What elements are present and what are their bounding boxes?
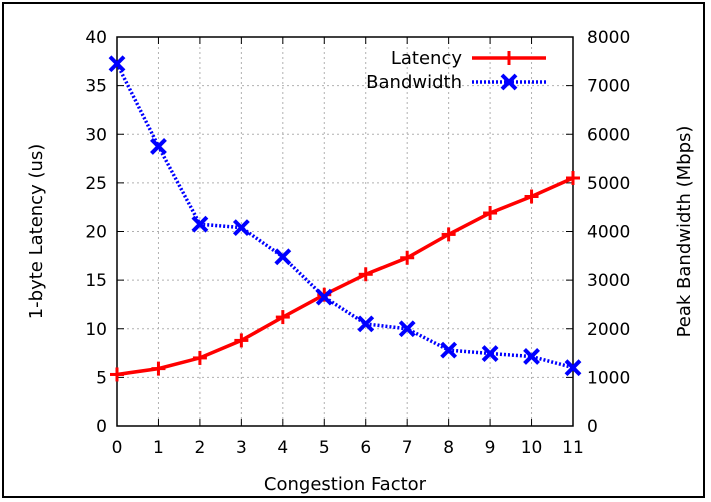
y2-tick-label: 6000 xyxy=(587,125,630,145)
x-axis-title: Congestion Factor xyxy=(264,474,427,495)
data-point-latency xyxy=(524,189,539,204)
data-point-latency xyxy=(566,171,580,186)
x-tick-label: 8 xyxy=(443,438,454,458)
y-tick-label: 10 xyxy=(85,320,107,340)
chart-frame xyxy=(2,2,705,498)
data-point-latency xyxy=(110,367,124,382)
series-latency xyxy=(110,171,580,382)
y2-tick-label: 2000 xyxy=(587,320,630,340)
legend-marker-bandwidth xyxy=(500,73,518,91)
x-tick-label: 1 xyxy=(153,438,164,458)
data-point-latency xyxy=(483,206,498,221)
y2-tick-label: 7000 xyxy=(587,77,630,97)
x-tick-label: 2 xyxy=(194,438,205,458)
y-tick-label: 20 xyxy=(85,223,107,243)
data-point-bandwidth xyxy=(523,348,540,365)
x-tick-label: 6 xyxy=(360,438,371,458)
data-point-bandwidth xyxy=(191,215,209,233)
y-tick-label: 25 xyxy=(85,174,107,194)
x-tick-label: 10 xyxy=(521,438,543,458)
y-tick-label: 35 xyxy=(85,77,107,97)
series-line-bandwidth xyxy=(115,62,574,370)
data-point-bandwidth xyxy=(564,359,582,377)
legend: Latency Bandwidth xyxy=(366,48,546,93)
series-layer xyxy=(108,55,582,382)
x-tick-label: 4 xyxy=(277,438,288,458)
y2-axis-title: Peak Bandwidth (Mbps) xyxy=(674,126,695,338)
y2-tick-label: 0 xyxy=(587,417,598,437)
legend-label-bandwidth: Bandwidth xyxy=(366,72,462,93)
legend-label-latency: Latency xyxy=(391,48,462,69)
data-point-bandwidth xyxy=(108,55,126,73)
data-point-latency xyxy=(151,361,166,376)
x-tick-label: 3 xyxy=(236,438,247,458)
x-tick-label: 9 xyxy=(485,438,496,458)
series-line-latency xyxy=(116,176,574,377)
y-tick-label: 30 xyxy=(85,125,107,145)
data-point-latency xyxy=(400,250,415,265)
data-point-bandwidth xyxy=(150,137,167,155)
data-point-bandwidth xyxy=(315,288,333,306)
data-point-bandwidth xyxy=(357,315,375,333)
x-tick-label: 7 xyxy=(402,438,413,458)
y-tick-label: 5 xyxy=(96,368,107,388)
y2-tick-label: 1000 xyxy=(587,368,630,388)
y-tick-label: 15 xyxy=(85,271,107,291)
y2-tick-label: 5000 xyxy=(587,174,630,194)
data-point-latency xyxy=(358,267,373,282)
data-point-bandwidth xyxy=(481,345,499,362)
data-point-bandwidth xyxy=(440,341,458,359)
y2-tick-label: 4000 xyxy=(587,223,630,243)
y2-tick-label: 8000 xyxy=(587,28,630,48)
data-point-latency xyxy=(192,350,207,365)
axis-ticks: 0 1 2 3 4 5 6 7 8 9 10 1105101520253035400100020003… xyxy=(85,28,630,458)
series-bandwidth xyxy=(108,55,582,377)
x-tick-label: 5 xyxy=(319,438,330,458)
x-tick-label: 0 xyxy=(112,438,123,458)
y-tick-label: 40 xyxy=(85,28,107,48)
x-tick-label: 11 xyxy=(562,438,584,458)
data-point-bandwidth xyxy=(232,219,250,237)
data-point-bandwidth xyxy=(398,320,416,338)
y-tick-label: 0 xyxy=(96,417,107,437)
data-point-latency xyxy=(234,333,249,348)
data-point-latency xyxy=(275,310,290,325)
data-point-bandwidth xyxy=(274,248,292,266)
plot-area xyxy=(116,36,574,427)
y2-tick-label: 3000 xyxy=(587,271,630,291)
legend-marker-latency xyxy=(502,51,516,65)
data-point-latency xyxy=(441,227,456,242)
grid xyxy=(117,37,573,426)
y-axis-title: 1-byte Latency (us) xyxy=(26,144,47,320)
